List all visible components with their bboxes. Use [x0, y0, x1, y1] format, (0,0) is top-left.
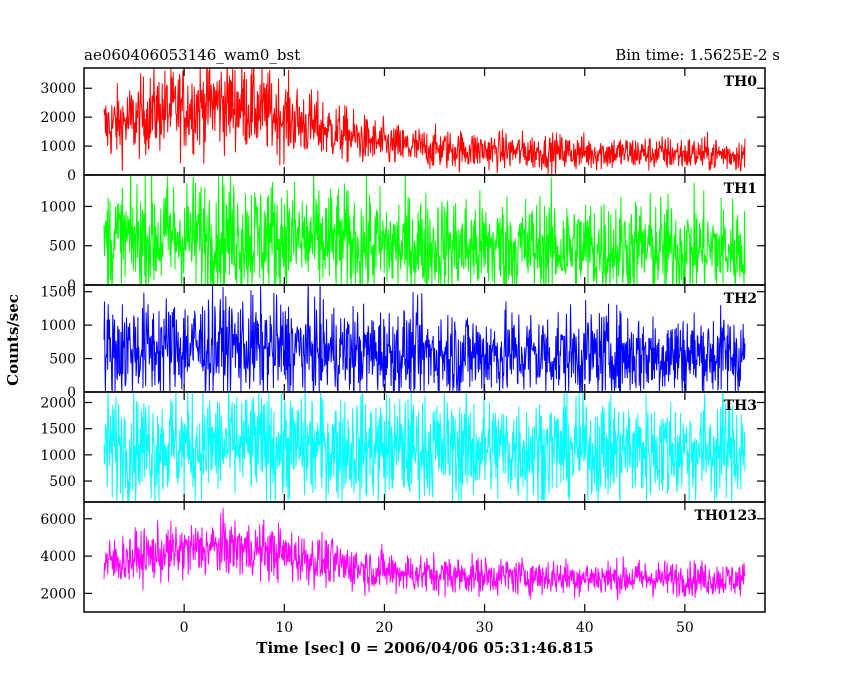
y-tick-label: 1000: [40, 318, 76, 334]
y-tick-label: 1500: [40, 285, 76, 301]
x-axis: 0 10 20 30 40 50: [180, 620, 694, 636]
panel-th0123: 2000 4000 6000 TH0123: [40, 501, 766, 613]
series-th1: [103, 175, 746, 285]
chart-title: ae060406053146_wam0_bst: [84, 46, 300, 64]
y-tick-label: 500: [49, 352, 76, 368]
y-tick-label: 1000: [40, 199, 76, 215]
panel-label-th0: TH0: [724, 74, 758, 90]
y-tick-label: 1000: [40, 448, 76, 464]
series-th0: [103, 68, 746, 175]
x-tick-label: 30: [476, 620, 494, 636]
y-tick-label: 0: [67, 278, 76, 294]
x-tick-label: 50: [676, 620, 694, 636]
y-tick-label: 0: [67, 168, 76, 184]
x-tick-label: 40: [576, 620, 594, 636]
y-tick-label: 500: [49, 474, 76, 490]
y-axis-label: Counts/sec: [4, 294, 22, 386]
y-tick-label: 2000: [40, 395, 76, 411]
y-tick-label: 3000: [40, 81, 76, 97]
panel-label-th0123: TH0123: [694, 508, 757, 524]
y-tick-label: 2000: [40, 110, 76, 126]
panel-label-th2: TH2: [724, 291, 757, 307]
y-tick-label: 1000: [40, 139, 76, 155]
series-th3: [103, 392, 746, 502]
panel-th2: 0 500 1000 1500 TH2: [40, 284, 766, 401]
y-tick-label: 0: [67, 385, 76, 401]
panel-th1: 0 500 1000 TH1: [40, 174, 766, 294]
y-tick-label: 6000: [40, 512, 76, 528]
panels-layer: 0 1000 2000 3000 TH0 0 500 1000 TH1 0 500 1000 1500 T…: [40, 67, 766, 613]
series-th0123: [103, 507, 746, 601]
y-tick-label: 4000: [40, 549, 76, 565]
x-tick-label: 20: [376, 620, 394, 636]
panel-th0: 0 1000 2000 3000 TH0: [40, 67, 766, 184]
panel-frame: [83, 501, 766, 613]
panel-label-th1: TH1: [724, 181, 757, 197]
panel-th3: 500 1000 1500 2000 TH3: [40, 391, 766, 503]
y-tick-label: 1500: [40, 422, 76, 438]
y-tick-label: 500: [49, 239, 76, 255]
y-tick-label: 2000: [40, 586, 76, 602]
panel-label-th3: TH3: [724, 398, 757, 414]
series-th2: [103, 285, 746, 392]
bin-time-label: Bin time: 1.5625E-2 s: [615, 46, 780, 64]
x-tick-label: 10: [275, 620, 293, 636]
x-axis-label: Time [sec] 0 = 2006/04/06 05:31:46.815: [256, 639, 593, 657]
x-tick-label: 0: [180, 620, 189, 636]
